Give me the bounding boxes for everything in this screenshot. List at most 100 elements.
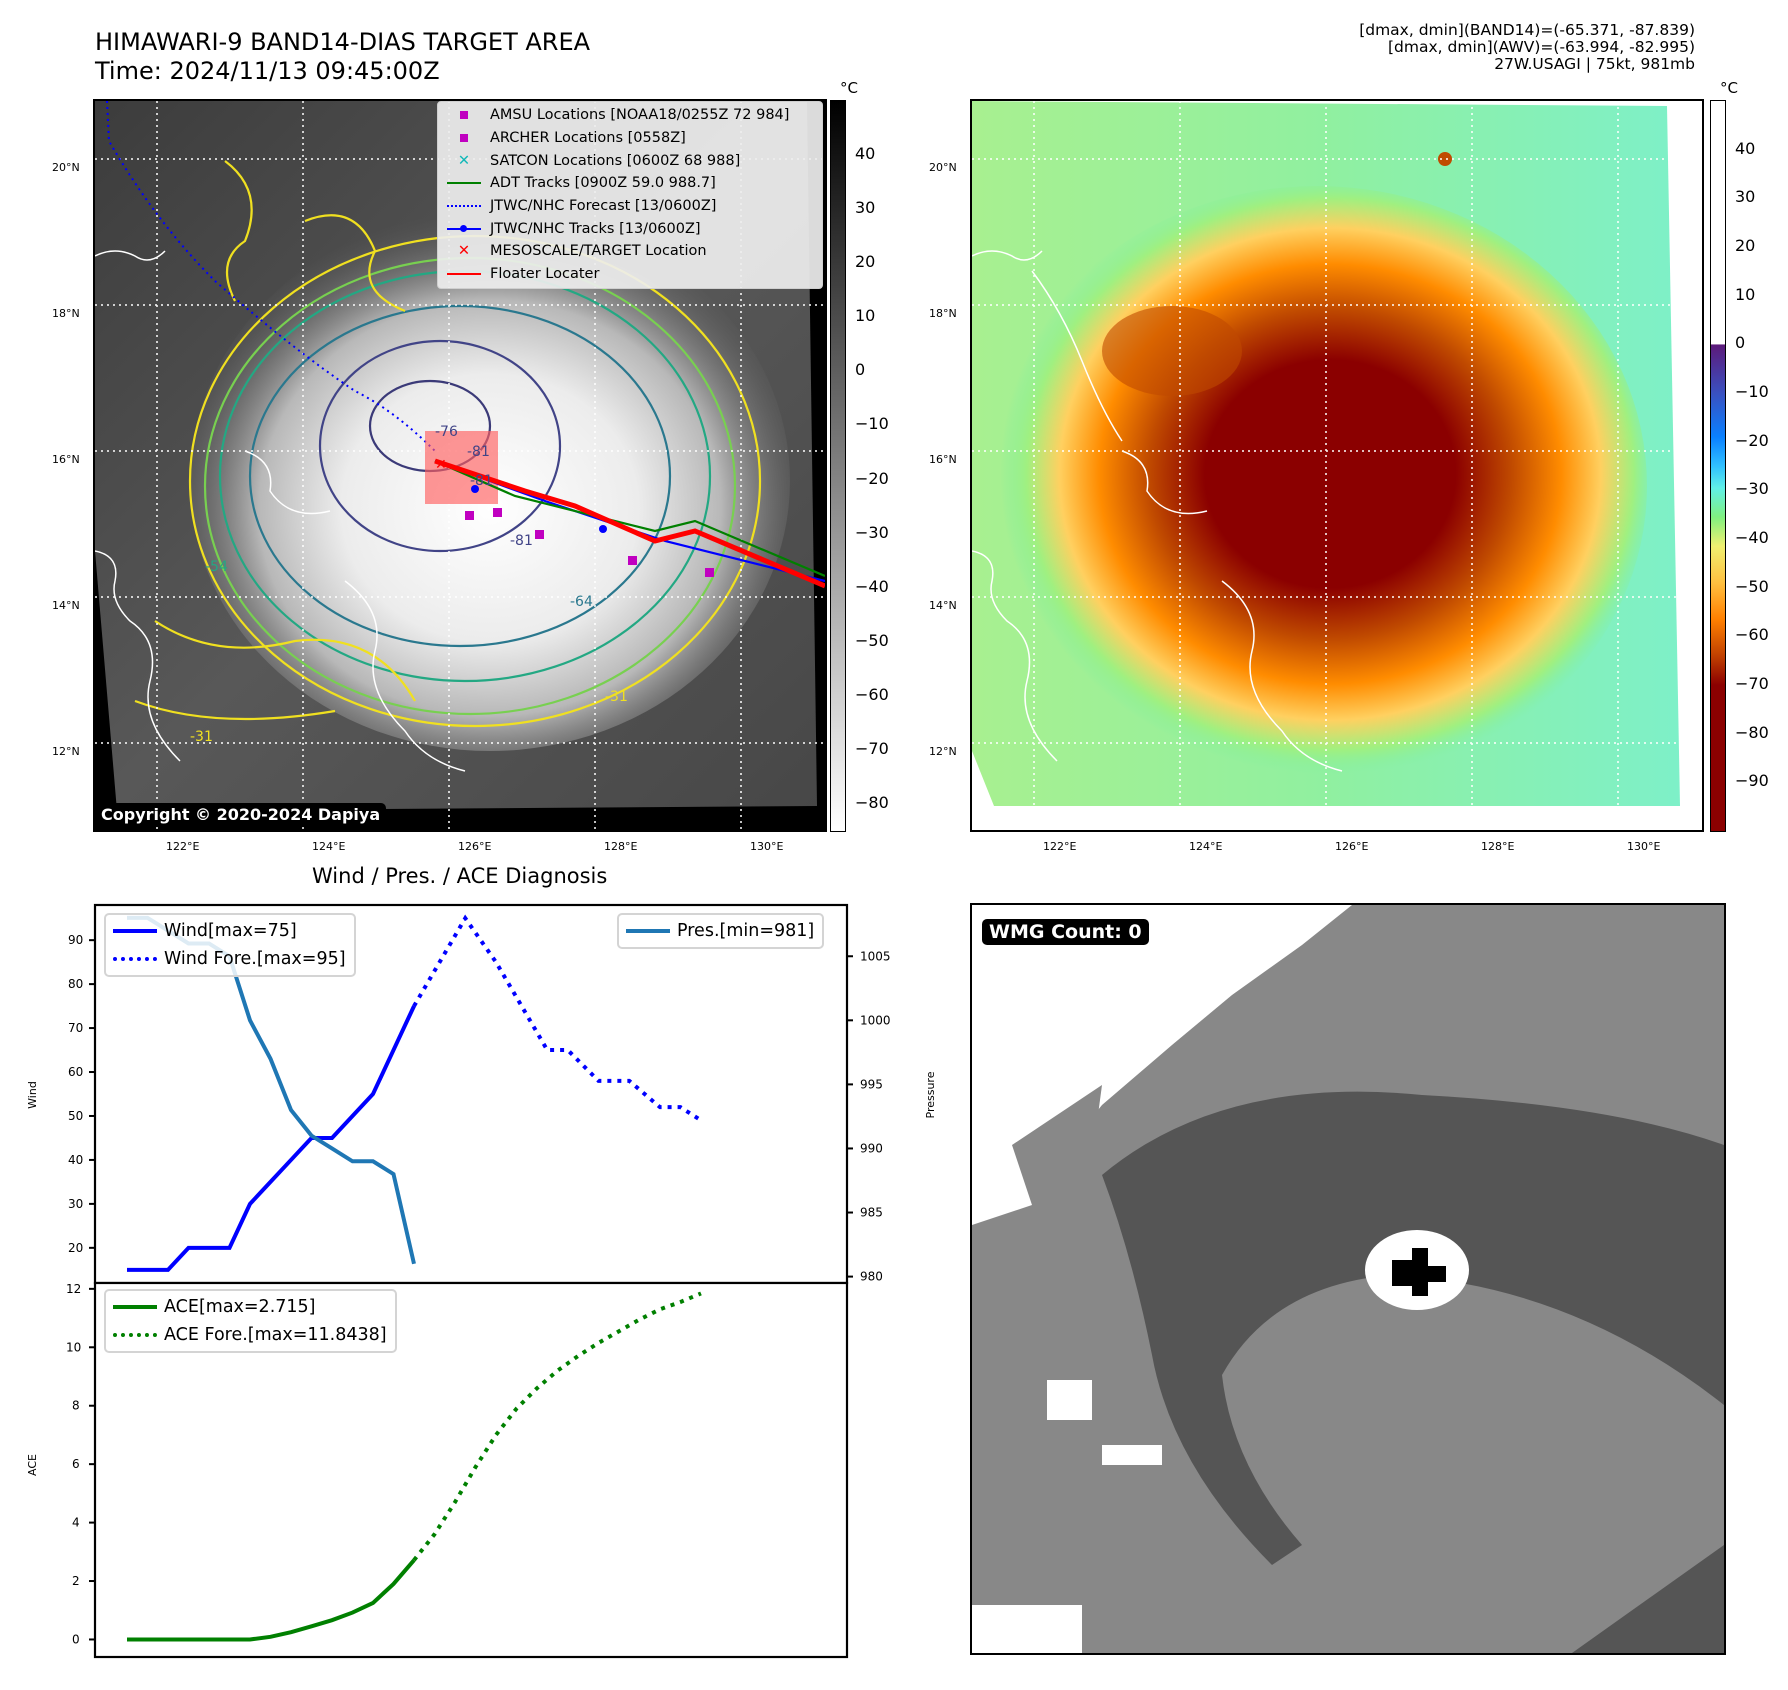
colorbar-tick-label: −70 xyxy=(855,738,889,758)
pressure-tick-label: 1000 xyxy=(860,1013,891,1027)
map-legend: AMSU Locations [NOAA18/0255Z 72 984] ARC… xyxy=(437,101,823,289)
coastline-samar-right xyxy=(1221,580,1343,772)
ace-y-axis: 0 2 4 6 8 10 12 xyxy=(66,1282,95,1646)
lon-label: 124°E xyxy=(1189,840,1223,853)
ace-tick-label: 2 xyxy=(72,1574,80,1588)
lat-label: 20°N xyxy=(52,161,80,174)
wind-axis-label: Wind xyxy=(26,1081,39,1109)
colorbar-tick-label: 20 xyxy=(1735,236,1756,255)
ace-tick-label: 8 xyxy=(72,1399,80,1413)
colorbar-tick-label: 0 xyxy=(1735,333,1746,353)
wmg-eye-center xyxy=(1392,1248,1446,1296)
convective-cell xyxy=(1438,152,1452,166)
colorbar-tick-label: −20 xyxy=(855,468,889,488)
colorbar-tick-label: −80 xyxy=(855,792,889,812)
series-line-wind-fore xyxy=(412,914,703,1123)
colorbar-tick-label: −30 xyxy=(855,522,889,542)
floater-locater-track xyxy=(434,458,825,589)
colorbar-tick-label: −10 xyxy=(1735,382,1769,401)
colorbar-tick-label: −60 xyxy=(855,684,889,704)
colorbar-tick-label: 30 xyxy=(855,198,876,218)
lat-label: 14°N xyxy=(929,599,957,612)
lat-label: 16°N xyxy=(929,453,957,466)
jtwc-track-point xyxy=(471,485,479,493)
lat-label: 12°N xyxy=(929,745,957,758)
legend-item-archer: ARCHER Locations [0558Z] xyxy=(438,127,822,150)
adt-track xyxy=(434,459,825,578)
wmg-dark-band xyxy=(1102,1091,1724,1565)
dotted-line-icon xyxy=(113,1333,157,1337)
contour-label: -76 xyxy=(435,424,458,440)
series-line-ace-fore xyxy=(412,1291,702,1562)
legend-item-mesoscale: ✕ MESOSCALE/TARGET Location xyxy=(438,240,822,263)
pressure-tick-label: 995 xyxy=(860,1077,883,1091)
figure-time: Time: 2024/11/13 09:45:00Z xyxy=(95,57,440,85)
dotted-line-icon xyxy=(447,205,481,208)
legend-item-floater: Floater Locater xyxy=(438,263,822,286)
ir-grayscale-map[interactable]: ✕ -76 -81 -81 -81 -64 -54 -31 -31 AMSU L… xyxy=(93,99,827,832)
pressure-tick-label: 990 xyxy=(860,1141,883,1155)
coastline-samar xyxy=(344,580,466,772)
contour-label: -31 xyxy=(605,689,628,705)
ace-axis-label: ACE xyxy=(26,1454,39,1476)
enhanced-map-svg xyxy=(972,101,1702,830)
ace-legend: ACE[max=2.715] ACE Fore.[max=11.8438] xyxy=(104,1289,397,1353)
coastlines-right xyxy=(972,250,1343,772)
colorbar-tick-label: 30 xyxy=(1735,187,1756,207)
legend-ace: ACE[max=2.715] xyxy=(106,1293,387,1321)
x-marker-icon: ✕ xyxy=(457,152,471,169)
contour-76 xyxy=(318,339,562,553)
ace-tick-label: 10 xyxy=(66,1340,81,1354)
series-line-wind xyxy=(127,1005,416,1272)
solid-line-icon xyxy=(626,929,670,933)
contour-label: -81 xyxy=(467,444,490,460)
legend-item-forecast: JTWC/NHC Forecast [13/0600Z] xyxy=(438,195,822,218)
colorbar-tick-label: −80 xyxy=(1735,722,1769,742)
info-band14-range: [dmax, dmin](BAND14)=(-65.371, -87.839) xyxy=(1359,21,1695,39)
wmg-panel[interactable]: WMG Count: 0 xyxy=(970,903,1726,1655)
colorbar-tick-label: −40 xyxy=(855,576,889,596)
wind-tick-label: 50 xyxy=(68,1109,83,1123)
legend-item-satcon: ✕ SATCON Locations [0600Z 68 988] xyxy=(438,149,822,172)
wind-tick-label: 70 xyxy=(68,1021,83,1035)
lon-label: 128°E xyxy=(604,840,638,853)
lat-label: 14°N xyxy=(52,599,80,612)
wind-y-axis: 20 30 40 50 60 70 80 90 xyxy=(68,933,95,1255)
coastline-luzon-right xyxy=(972,250,1208,762)
contour-outer-bands xyxy=(224,160,406,313)
lat-lon-grid-right xyxy=(972,101,1702,830)
ir-enhanced-map[interactable] xyxy=(970,99,1704,832)
colorbar-tick-label: −70 xyxy=(1735,674,1769,693)
colorbar-tick-label: 0 xyxy=(855,360,866,380)
dotted-line-icon xyxy=(113,957,157,961)
solid-line-icon xyxy=(113,929,157,933)
info-block: [dmax, dmin](BAND14)=(-65.371, -87.839) … xyxy=(1359,22,1695,73)
info-awv-range: [dmax, dmin](AWV)=(-63.994, -82.995) xyxy=(1388,38,1695,56)
contour-label: -54 xyxy=(205,559,228,575)
ace-tick-label: 4 xyxy=(72,1516,80,1530)
wind-tick-label: 60 xyxy=(68,1065,83,1079)
pressure-y-axis: 980 985 990 995 1000 1005 xyxy=(847,949,891,1284)
lon-label: 130°E xyxy=(1627,840,1661,853)
square-marker-icon xyxy=(460,134,468,143)
lat-label: 12°N xyxy=(52,745,80,758)
mesoscale-target-marker: ✕ xyxy=(435,457,447,473)
ace-tick-label: 6 xyxy=(72,1457,80,1471)
legend-wind-forecast: Wind Fore.[max=95] xyxy=(106,945,346,973)
lon-label: 130°E xyxy=(750,840,784,853)
colorbar-tick-label: 20 xyxy=(855,252,876,272)
colorbar-tick-label: 40 xyxy=(855,144,876,164)
ace-tick-label: 12 xyxy=(66,1282,81,1296)
colorbar-tick-label: 40 xyxy=(1735,138,1756,158)
legend-pressure: Pres.[min=981] xyxy=(619,917,814,945)
right-colorbar xyxy=(1710,100,1726,832)
lat-label: 16°N xyxy=(52,453,80,466)
legend-ace-forecast: ACE Fore.[max=11.8438] xyxy=(106,1321,387,1349)
contour-label: -81 xyxy=(470,473,493,489)
pressure-tick-label: 980 xyxy=(860,1270,883,1284)
wind-tick-label: 90 xyxy=(68,933,83,947)
wmg-white-corner xyxy=(972,1605,1082,1653)
ace-series xyxy=(127,1291,702,1642)
wmg-dark-corner xyxy=(1572,1545,1724,1653)
lon-label: 122°E xyxy=(166,840,200,853)
